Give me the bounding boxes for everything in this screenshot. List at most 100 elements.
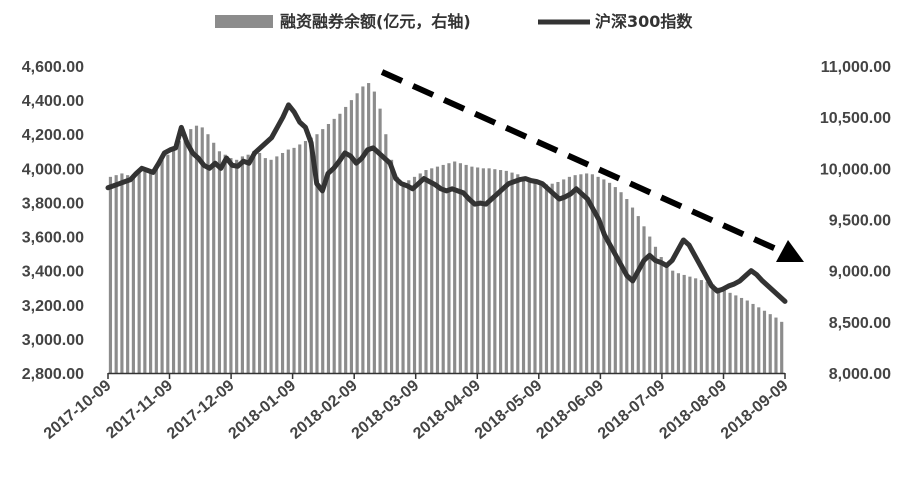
bar-6 [143, 171, 147, 373]
bar-112 [751, 303, 755, 373]
bar-17 [206, 134, 210, 373]
bar-84 [590, 174, 594, 373]
left-tick-label: 3,600.00 [22, 230, 84, 247]
bar-82 [579, 174, 583, 373]
bar-71 [516, 174, 520, 373]
bar-5 [137, 172, 141, 373]
left-tick-label: 2,800.00 [22, 366, 84, 383]
bar-67 [493, 169, 497, 373]
bar-48 [384, 134, 388, 373]
bar-44 [361, 86, 365, 373]
bar-26 [258, 152, 262, 373]
csi300-line [105, 102, 788, 304]
bar-0 [108, 176, 113, 373]
right-tick-label: 10,000.00 [820, 161, 891, 178]
bar-15 [194, 125, 199, 373]
x-tick-label: 2018-07-09 [595, 377, 669, 443]
bar-14 [189, 129, 193, 373]
bar-18 [212, 142, 216, 373]
bar-86 [602, 179, 606, 373]
bar-75 [539, 183, 543, 373]
bar-109 [734, 295, 738, 373]
left-tick-label: 3,000.00 [22, 332, 84, 349]
bar-21 [229, 158, 233, 373]
bar-98 [671, 270, 675, 373]
bar-4 [131, 174, 135, 373]
bar-39 [332, 118, 336, 374]
bar-64 [476, 167, 480, 373]
bar-23 [240, 156, 244, 373]
bar-74 [533, 181, 537, 373]
x-tick-label: 2018-06-09 [533, 377, 607, 443]
bar-12 [177, 141, 181, 373]
legend-line-label: 沪深300指数 [595, 12, 693, 31]
legend-bar-label: 融资融券余额(亿元，右轴) [280, 12, 471, 31]
bar-40 [338, 113, 342, 373]
bar-53 [412, 176, 417, 373]
x-tick-label: 2018-01-09 [226, 377, 300, 443]
bar-55 [424, 170, 428, 373]
bar-46 [372, 91, 376, 373]
bar-49 [389, 159, 394, 373]
bar-54 [418, 173, 422, 373]
legend-bar-swatch [215, 15, 273, 28]
bar-95 [653, 246, 658, 373]
x-tick-label: 2018-08-09 [656, 377, 730, 443]
bar-63 [470, 166, 474, 373]
right-tick-label: 10,500.00 [820, 110, 891, 127]
bar-36 [315, 134, 319, 373]
bar-69 [504, 170, 508, 373]
bar-47 [378, 108, 382, 373]
bar-32 [292, 147, 296, 373]
right-tick-label: 9,000.00 [829, 264, 891, 281]
legend: 融资融券余额(亿元，右轴) 沪深300指数 [215, 12, 693, 31]
bar-28 [269, 159, 273, 373]
bar-78 [556, 181, 560, 373]
bar-104 [705, 281, 709, 373]
bar-41 [344, 106, 348, 374]
bar-81 [573, 175, 577, 373]
bar-31 [286, 149, 290, 373]
bar-7 [149, 170, 153, 373]
bar-92 [636, 216, 640, 373]
bar-43 [355, 93, 359, 373]
bar-20 [223, 154, 227, 373]
left-tick-label: 3,400.00 [22, 264, 84, 281]
bar-107 [722, 290, 726, 373]
x-tick-label: 2017-12-09 [164, 377, 238, 443]
left-tick-label: 4,400.00 [22, 93, 84, 110]
bar-50 [395, 176, 399, 373]
bar-85 [596, 176, 600, 373]
bar-42 [349, 100, 353, 374]
bar-66 [487, 168, 491, 373]
bar-106 [717, 287, 721, 373]
x-tick-label: 2018-02-09 [287, 377, 361, 443]
bar-33 [298, 144, 302, 373]
x-tick-label: 2018-05-09 [472, 377, 546, 443]
bar-116 [774, 317, 778, 373]
bar-57 [435, 166, 440, 373]
bar-8 [154, 164, 158, 373]
bar-115 [768, 314, 772, 373]
bar-60 [453, 161, 457, 373]
bar-102 [694, 278, 698, 373]
bar-13 [183, 134, 187, 373]
line-series [105, 102, 788, 304]
bar-87 [608, 182, 612, 373]
bar-3 [126, 175, 130, 373]
bar-108 [728, 292, 732, 373]
bar-51 [401, 181, 405, 373]
bar-1 [114, 175, 118, 373]
bar-83 [585, 173, 589, 373]
bar-117 [780, 321, 784, 373]
bar-10 [166, 154, 170, 373]
bar-65 [481, 168, 485, 373]
bar-58 [441, 164, 445, 373]
bar-101 [688, 276, 692, 373]
left-tick-label: 4,200.00 [22, 127, 84, 144]
bar-94 [648, 236, 652, 373]
bar-37 [321, 129, 325, 373]
bar-105 [711, 284, 715, 373]
bar-9 [160, 159, 164, 373]
x-tick-label: 2017-10-09 [41, 377, 115, 443]
